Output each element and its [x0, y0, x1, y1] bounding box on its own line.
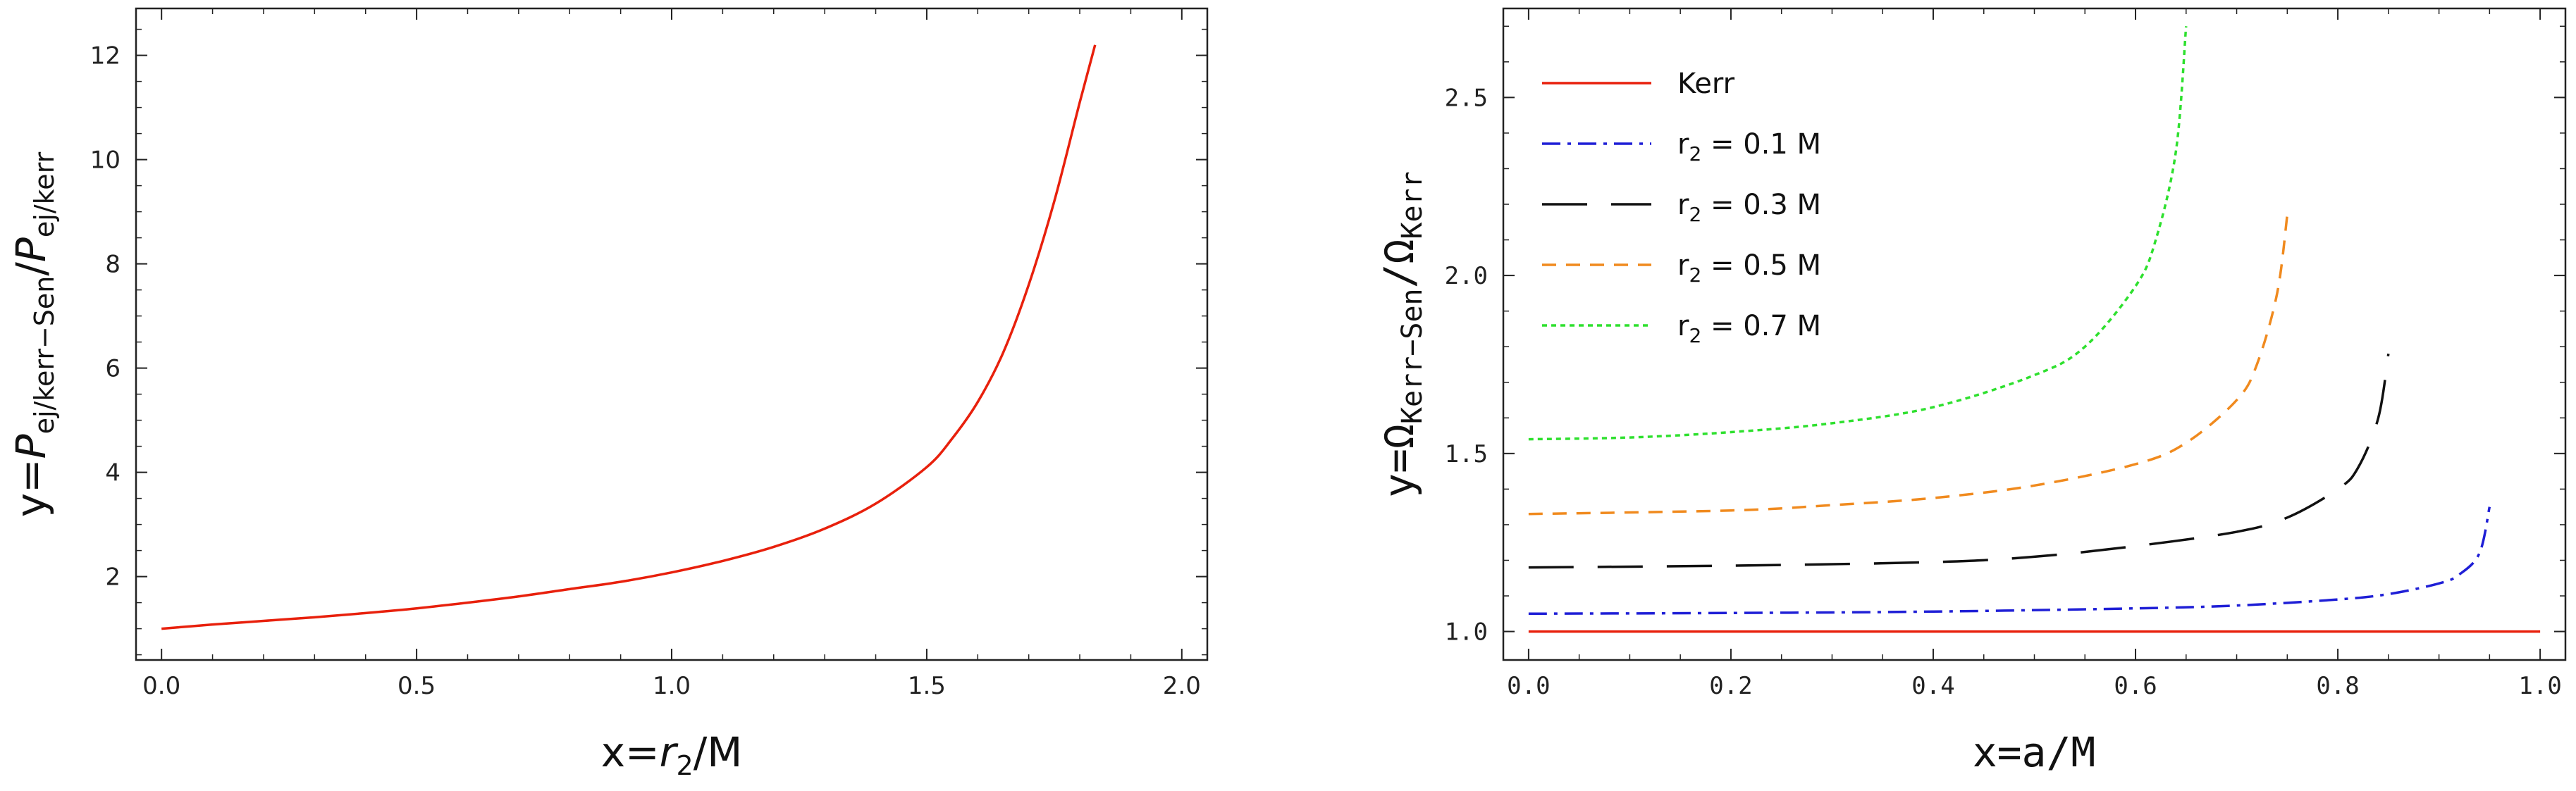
- y-tick-label: 2: [105, 563, 121, 592]
- right-plot-frame: [1502, 7, 2567, 661]
- y-tick-label: 1.5: [1445, 440, 1488, 468]
- y-tick-label: 2.0: [1445, 262, 1488, 290]
- series-line-0: [161, 44, 1097, 630]
- y-tick-label: 2.5: [1445, 84, 1488, 112]
- legend-label-1: r2 = 0.1 M: [1677, 128, 1821, 166]
- right-y-axis-label: y=ΩKerr−Sen/ΩKerr: [1375, 171, 1429, 498]
- series-line-1: [1528, 506, 2491, 616]
- series-line-4: [1528, 26, 2188, 441]
- right-x-ticks: 0.0 0.2 0.4 0.6 0.8 1.0: [1507, 8, 2562, 700]
- left-x-axis-label: x=r2/M: [601, 728, 743, 781]
- x-tick-label: 0.4: [1911, 672, 1954, 700]
- right-y-ticks: 1.0 1.5 2.0 2.5: [1445, 25, 2565, 647]
- y-tick-label: 4: [105, 459, 121, 487]
- series-line-3: [1528, 214, 2289, 516]
- right-x-axis-label: x=a/M: [1973, 728, 2096, 776]
- left-chart: 0.0 0.5 1.0 1.5 2.0 2 4 6 8 10 12 x=r2/M y=Pej/ke…: [7, 7, 1209, 781]
- legend-label-4: r2 = 0.7 M: [1677, 310, 1821, 347]
- x-tick-label: 1.5: [908, 672, 946, 700]
- legend-label-2: r2 = 0.3 M: [1677, 189, 1821, 226]
- right-chart: 0.0 0.2 0.4 0.6 0.8 1.0 1.0 1.5 2.0 2.5 Kerr r2 =…: [1375, 7, 2567, 776]
- x-tick-label: 0.0: [142, 672, 180, 700]
- y-tick-label: 10: [90, 147, 121, 175]
- legend-label-3: r2 = 0.5 M: [1677, 249, 1821, 287]
- x-tick-label: 0.2: [1709, 672, 1752, 700]
- right-legend: Kerr r2 = 0.1 M r2 = 0.3 M r2 = 0.5 M r2 = 0…: [1542, 68, 1821, 347]
- x-tick-label: 2.0: [1163, 672, 1201, 700]
- y-tick-label: 8: [105, 251, 121, 279]
- x-tick-label: 0.6: [2114, 672, 2157, 700]
- x-tick-label: 0.0: [1507, 672, 1550, 700]
- left-x-ticks: 0.0 0.5 1.0 1.5 2.0: [142, 8, 1201, 700]
- left-y-ticks: 2 4 6 8 10 12: [90, 28, 1207, 656]
- x-tick-label: 1.0: [653, 672, 691, 700]
- left-series-group: [161, 44, 1097, 630]
- legend-label-0: Kerr: [1677, 68, 1735, 100]
- y-tick-label: 1.0: [1445, 618, 1488, 647]
- x-tick-label: 0.5: [398, 672, 436, 700]
- x-tick-label: 1.0: [2518, 672, 2561, 700]
- left-y-axis-label: y=Pej/kerr−Sen/Pej/kerr: [7, 151, 60, 517]
- y-tick-label: 12: [90, 42, 121, 70]
- right-series-group: [1528, 26, 2541, 633]
- left-plot-frame: [135, 7, 1209, 661]
- y-tick-label: 6: [105, 355, 121, 383]
- x-tick-label: 0.8: [2316, 672, 2359, 700]
- series-line-2: [1528, 354, 2390, 569]
